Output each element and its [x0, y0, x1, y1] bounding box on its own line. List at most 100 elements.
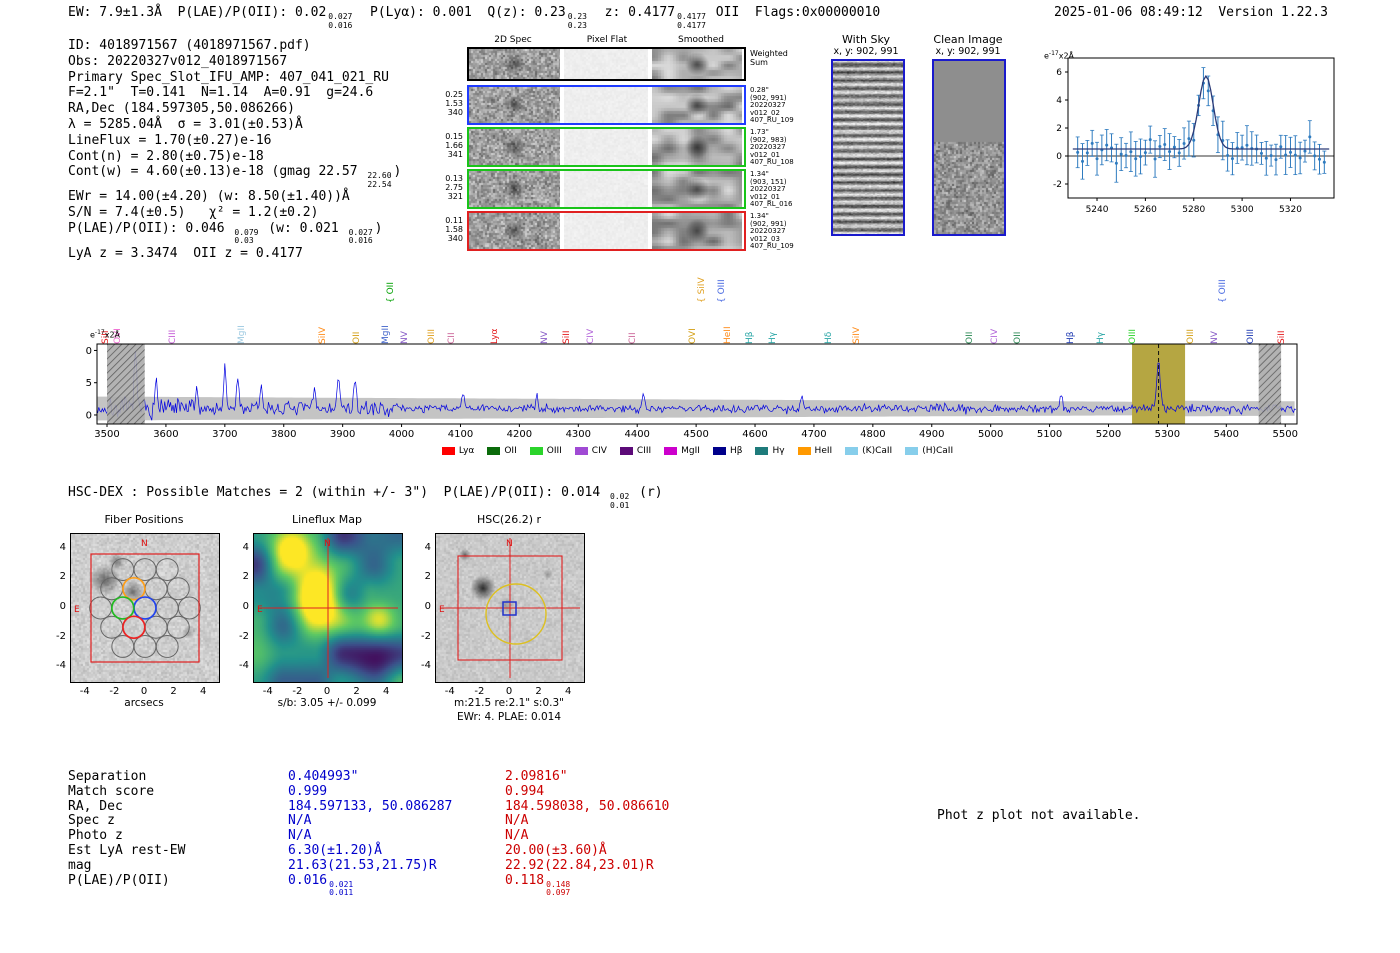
match-value: 184.598038, 50.086610 — [505, 798, 670, 814]
text-segment: P(LAE)/P(OII): 0.046 — [68, 220, 233, 236]
text-segment: Obs: 20220327v012_4018971567 — [68, 53, 288, 69]
annotation-line: (902, 983) — [750, 135, 787, 144]
smoothed-image — [652, 87, 742, 123]
emission-line-label: { SiIV — [697, 277, 707, 303]
match-value: 22.92(22.84,23.01)R — [505, 857, 654, 873]
full-spectrum-plot: 3500 3600 3700 3800 3900 4000 4100 4200 4300 4400… — [85, 343, 1298, 440]
clean-title: Clean Image — [933, 33, 1003, 46]
x-tick-label: 2 — [535, 686, 542, 697]
annotation-line: 1.73" — [750, 128, 769, 136]
linefit-ylabel: e-17x2Å — [1044, 50, 1074, 61]
match-value: N/A — [288, 828, 312, 844]
annotation-line: (902, 991) — [750, 219, 787, 228]
legend-label: OII — [504, 446, 517, 456]
legend-item: CIII — [619, 446, 652, 456]
fiber-weight-value: 0.15 — [445, 132, 463, 141]
svg-text:2: 2 — [1056, 124, 1062, 134]
annotation-line: 0.28" — [750, 86, 769, 94]
svg-text:5260: 5260 — [1134, 205, 1157, 215]
match-row-label: Photo z — [68, 828, 123, 844]
ylabel-exp: -17 — [1048, 50, 1059, 57]
x-tick-label: -2 — [109, 686, 120, 697]
fiber-weight-value: 341 — [447, 150, 463, 159]
spec2d-row — [467, 169, 746, 209]
info-line: P(LAE)/P(OII): 0.046 0.079 0.03 (w: 0.021… — [68, 221, 401, 246]
fiber-weight-value: 340 — [447, 108, 463, 117]
match-value: 20.00(±3.60)Å — [505, 842, 607, 858]
annotation-line: 20220327 — [750, 101, 786, 110]
ylabel-base: e — [1044, 51, 1049, 61]
svg-text:4600: 4600 — [742, 429, 767, 440]
spec2d-row — [467, 211, 746, 251]
legend-swatch — [487, 447, 501, 455]
spec2d-image — [469, 49, 560, 79]
spec2d-panel: Weighted Sum 0.25 1.53 340 0.28" (902, 991) 202… — [445, 47, 827, 257]
svg-text:4200: 4200 — [507, 429, 532, 440]
lo-value: 0.011 — [329, 888, 354, 898]
annotation-line: v012_01 — [750, 192, 780, 201]
timestamp-version: 2025-01-06 08:49:12 Version 1.22.3 — [1054, 5, 1328, 20]
text-segment: RA,Dec (184.597305,50.086266) — [68, 101, 295, 117]
fiber-weight-value: 0.25 — [445, 90, 463, 99]
x-tick-label: 4 — [200, 686, 207, 697]
match-value: 21.63(21.53,21.75)R — [288, 857, 437, 873]
fiber-weight-labels: 0.25 1.53 340 — [441, 90, 463, 117]
svg-text:0: 0 — [1056, 152, 1062, 162]
spectrum-line — [97, 351, 1296, 421]
emission-line-label: { OIII — [717, 279, 727, 303]
masked-region — [1258, 344, 1282, 424]
fiber-panel-title: Fiber Positions — [104, 513, 184, 526]
ylabel-rest: x2Å — [1058, 51, 1075, 61]
svg-text:3600: 3600 — [153, 429, 178, 440]
svg-text:10: 10 — [85, 346, 92, 357]
svg-text:4400: 4400 — [624, 429, 649, 440]
legend-label: HeII — [814, 446, 833, 456]
pixel-flat-image — [564, 171, 648, 207]
legend-swatch — [574, 447, 588, 455]
x-tick-label: -2 — [474, 686, 485, 697]
match-value-main: 0.016 — [288, 872, 328, 888]
legend-label: MgII — [681, 446, 700, 456]
y-tick-label: 0 — [424, 601, 431, 612]
legend-label: (K)CaII — [862, 446, 893, 456]
svg-text:5240: 5240 — [1086, 205, 1109, 215]
x-tick-label: 4 — [383, 686, 390, 697]
spec2d-image — [469, 171, 560, 207]
legend-swatch — [441, 447, 455, 455]
annotation-line: v012_03 — [750, 234, 780, 243]
fiber-weight-value: 0.11 — [445, 216, 463, 225]
legend-item: Lyα — [441, 446, 474, 456]
legend-item: (K)CaII — [845, 446, 892, 456]
svg-text:3700: 3700 — [212, 429, 237, 440]
y-tick-label: 0 — [242, 601, 249, 612]
lineflux-map-image — [253, 533, 403, 683]
legend-item: OIII — [529, 446, 562, 456]
fiber-id-labels: 1.73" (902, 983) 20220327 v012_01 407_RU_108 — [750, 128, 814, 167]
spectrum-legend: Lyα OII OIII CIV CIII MgII Hβ Hγ HeII (K)CaII (H)C… — [85, 446, 1310, 456]
y-tick-label: 0 — [59, 601, 66, 612]
match-value: 184.597133, 50.086287 — [288, 798, 453, 814]
svg-text:5300: 5300 — [1231, 205, 1254, 215]
fiber-weight-labels: 0.15 1.66 341 — [441, 132, 463, 159]
clean-coords: x, y: 902, 991 — [935, 46, 1001, 57]
svg-text:5100: 5100 — [1037, 429, 1062, 440]
hi-value: 0.079 — [234, 227, 259, 237]
y-tick-label: 2 — [424, 571, 431, 583]
match-value: 0.404993" — [288, 769, 359, 784]
pixelflat-col-header: Pixel Flat — [586, 35, 628, 45]
legend-item: OII — [487, 446, 517, 456]
legend-label: CIII — [636, 446, 652, 456]
match-row-label: Est LyA rest-EW — [68, 842, 186, 858]
y-tick-label: 4 — [424, 541, 431, 553]
match-value: 6.30(±1.20)Å — [288, 842, 382, 858]
fiber-id-labels: 0.28" (902, 991) 20220327 v012_02 407_RU_109 — [750, 86, 814, 125]
y-tick-label: -2 — [239, 630, 249, 642]
legend-swatch — [712, 447, 726, 455]
annotation-line: (902, 991) — [750, 93, 787, 102]
legend-item: Hβ — [712, 446, 742, 456]
text-segment: ID: 4018971567 (4018971567.pdf) — [68, 38, 311, 53]
annotation-line: 1.34" — [750, 212, 769, 220]
svg-text:3500: 3500 — [94, 429, 119, 440]
match-value: 0.999 — [288, 783, 328, 799]
smoothed-image — [652, 171, 742, 207]
